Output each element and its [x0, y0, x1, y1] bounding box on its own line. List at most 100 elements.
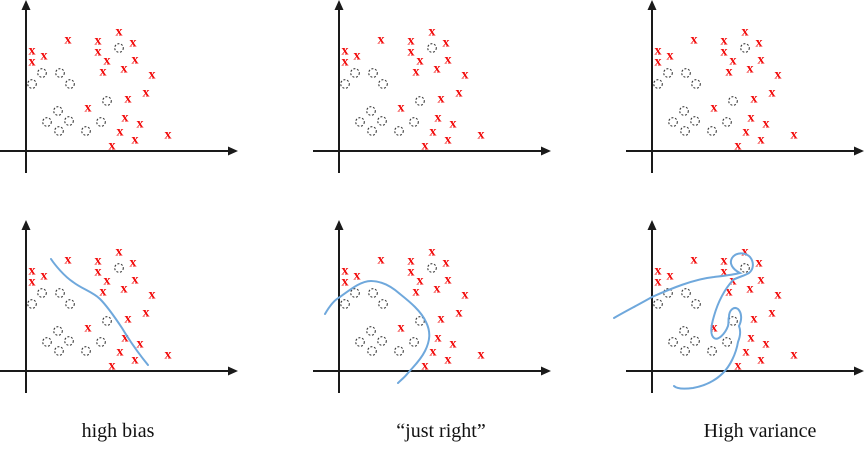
circle-mark	[102, 96, 112, 106]
caption-just-right: “just right”	[396, 420, 486, 442]
x-mark: x	[450, 116, 457, 131]
circle-mark	[96, 337, 106, 347]
y-axis-arrow-icon	[647, 0, 657, 10]
x-axis-arrow-icon	[228, 366, 238, 376]
x-mark: x	[117, 124, 124, 139]
circle-mark	[37, 68, 47, 78]
caption-high-bias: high bias	[81, 420, 155, 442]
x-mark: x	[95, 253, 102, 268]
x-mark: x	[149, 287, 156, 302]
x-mark: x	[691, 252, 698, 267]
circle-mark	[64, 116, 74, 126]
x-mark: x	[137, 336, 144, 351]
x-mark: x	[422, 138, 429, 153]
circle-mark	[663, 68, 673, 78]
circle-mark	[96, 117, 106, 127]
x-mark: x	[125, 311, 132, 326]
x-mark: x	[109, 358, 116, 373]
x-mark: x	[438, 91, 445, 106]
x-mark: x	[655, 263, 662, 278]
x-mark: x	[417, 53, 424, 68]
x-mark: x	[763, 336, 770, 351]
x-mark: x	[735, 138, 742, 153]
circle-mark	[394, 126, 404, 136]
x-mark: x	[109, 138, 116, 153]
x-mark: x	[758, 132, 765, 147]
circle-mark	[54, 126, 64, 136]
circle-mark	[355, 337, 365, 347]
circle-mark	[102, 316, 112, 326]
x-axis-arrow-icon	[228, 146, 238, 156]
x-mark: x	[132, 352, 139, 367]
x-mark: x	[95, 33, 102, 48]
decision-boundary-curve	[50, 258, 149, 366]
x-axis-arrow-icon	[854, 366, 864, 376]
x-mark: x	[165, 127, 172, 142]
circle-mark	[340, 79, 350, 89]
x-mark: x	[747, 281, 754, 296]
x-mark: x	[398, 320, 405, 335]
x-mark: x	[438, 311, 445, 326]
x-mark: x	[408, 264, 415, 279]
x-mark: x	[775, 67, 782, 82]
x-mark: x	[655, 54, 662, 69]
circle-mark	[355, 117, 365, 127]
circle-mark	[394, 346, 404, 356]
x-mark: x	[667, 268, 674, 283]
circle-mark	[679, 326, 689, 336]
x-mark: x	[130, 35, 137, 50]
caption-high-variance: High variance	[703, 420, 817, 442]
circle-mark	[42, 117, 52, 127]
x-mark: x	[29, 274, 36, 289]
x-mark: x	[443, 255, 450, 270]
x-mark: x	[342, 43, 349, 58]
x-mark: x	[132, 52, 139, 67]
x-mark: x	[721, 44, 728, 59]
x-mark: x	[378, 252, 385, 267]
x-mark: x	[769, 305, 776, 320]
x-mark: x	[751, 311, 758, 326]
x-mark: x	[478, 127, 485, 142]
x-mark: x	[429, 244, 436, 259]
circle-mark	[65, 79, 75, 89]
decision-boundary-curve	[324, 279, 431, 384]
circle-mark	[377, 336, 387, 346]
x-mark: x	[747, 61, 754, 76]
x-mark: x	[751, 91, 758, 106]
circle-mark	[663, 288, 673, 298]
x-mark: x	[443, 35, 450, 50]
x-mark: x	[711, 100, 718, 115]
x-mark: x	[422, 358, 429, 373]
y-axis-arrow-icon	[334, 0, 344, 10]
x-mark: x	[122, 110, 129, 125]
x-mark: x	[726, 64, 733, 79]
circle-mark	[680, 126, 690, 136]
x-mark: x	[748, 330, 755, 345]
x-mark: x	[65, 252, 72, 267]
circle-mark	[81, 346, 91, 356]
x-mark: x	[721, 33, 728, 48]
circle-mark	[37, 288, 47, 298]
x-mark: x	[413, 284, 420, 299]
x-mark: x	[758, 52, 765, 67]
y-axis-arrow-icon	[334, 220, 344, 230]
x-mark: x	[445, 132, 452, 147]
circle-mark	[691, 79, 701, 89]
circle-mark	[64, 336, 74, 346]
x-mark: x	[775, 287, 782, 302]
x-mark: x	[85, 320, 92, 335]
x-mark: x	[735, 358, 742, 373]
circle-mark	[114, 43, 124, 53]
x-mark: x	[143, 305, 150, 320]
x-mark: x	[445, 352, 452, 367]
circle-mark	[707, 346, 717, 356]
x-mark: x	[655, 43, 662, 58]
circle-mark	[409, 337, 419, 347]
x-mark: x	[116, 244, 123, 259]
x-mark: x	[132, 132, 139, 147]
x-mark: x	[435, 110, 442, 125]
circle-mark	[740, 263, 750, 273]
x-axis-arrow-icon	[541, 146, 551, 156]
